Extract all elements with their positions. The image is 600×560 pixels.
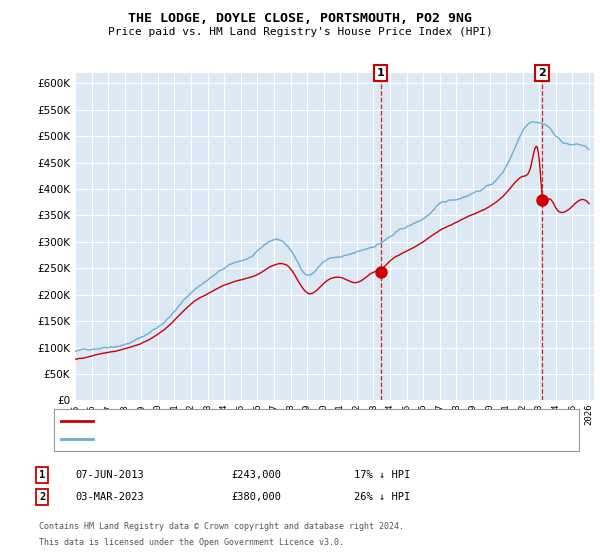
Text: 2: 2: [39, 492, 45, 502]
Text: 07-JUN-2013: 07-JUN-2013: [75, 470, 144, 480]
Text: THE LODGE, DOYLE CLOSE, PORTSMOUTH, PO2 9NG: THE LODGE, DOYLE CLOSE, PORTSMOUTH, PO2 …: [128, 12, 472, 25]
Text: THE LODGE, DOYLE CLOSE, PORTSMOUTH, PO2 9NG (detached house): THE LODGE, DOYLE CLOSE, PORTSMOUTH, PO2 …: [97, 416, 442, 425]
Text: 17% ↓ HPI: 17% ↓ HPI: [354, 470, 410, 480]
Text: £380,000: £380,000: [231, 492, 281, 502]
Text: 26% ↓ HPI: 26% ↓ HPI: [354, 492, 410, 502]
Text: £243,000: £243,000: [231, 470, 281, 480]
Text: Price paid vs. HM Land Registry's House Price Index (HPI): Price paid vs. HM Land Registry's House …: [107, 27, 493, 37]
Text: 03-MAR-2023: 03-MAR-2023: [75, 492, 144, 502]
Text: 1: 1: [39, 470, 45, 480]
Text: This data is licensed under the Open Government Licence v3.0.: This data is licensed under the Open Gov…: [39, 538, 344, 547]
Text: HPI: Average price, detached house, Portsmouth: HPI: Average price, detached house, Port…: [97, 435, 362, 444]
Text: Contains HM Land Registry data © Crown copyright and database right 2024.: Contains HM Land Registry data © Crown c…: [39, 522, 404, 531]
Text: 1: 1: [377, 68, 385, 78]
Text: 2: 2: [538, 68, 546, 78]
